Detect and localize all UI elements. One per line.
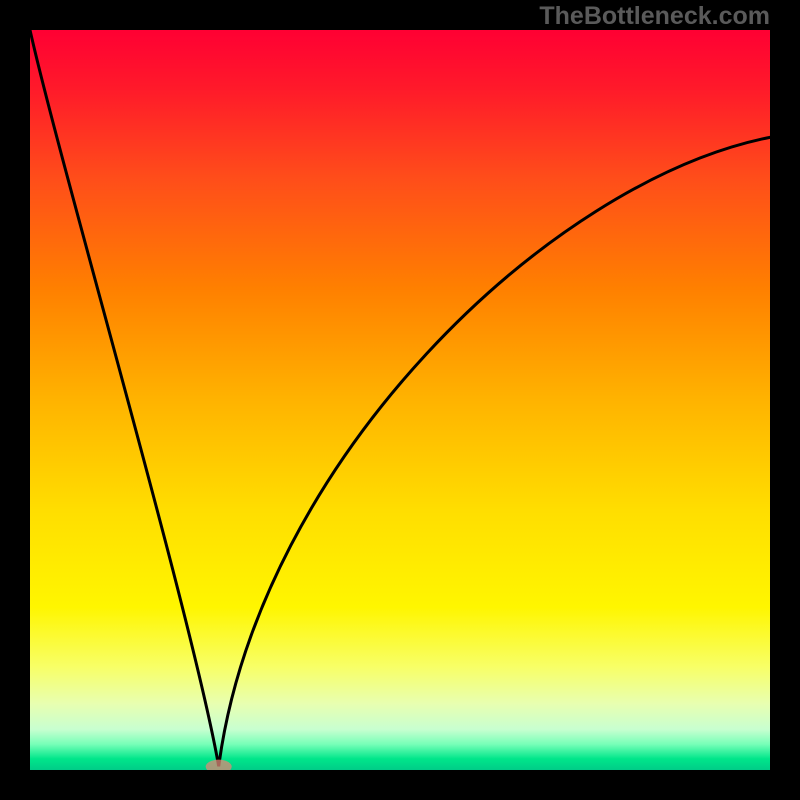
plot-area [30, 30, 770, 770]
frame-right [770, 0, 800, 800]
frame-left [0, 0, 30, 800]
watermark-text: TheBottleneck.com [539, 2, 770, 31]
frame-bottom [0, 770, 800, 800]
vertex-marker [206, 760, 232, 770]
bottleneck-curve [30, 30, 770, 770]
curve-path [30, 30, 770, 766]
